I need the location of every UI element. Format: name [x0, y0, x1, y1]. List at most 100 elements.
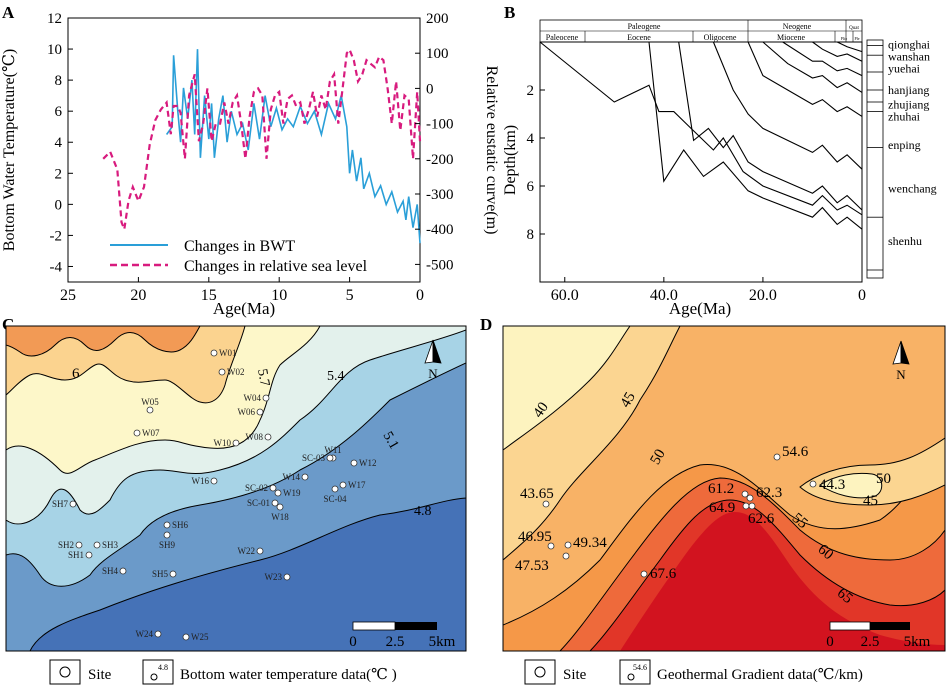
b-epoch-plio: Plio	[841, 36, 847, 41]
c-site-label: W05	[141, 397, 159, 407]
c-site-label: W02	[227, 367, 245, 377]
c-legend-data-box	[142, 659, 174, 685]
c-site-label: SH4	[102, 566, 119, 576]
c-site-marker	[271, 499, 279, 507]
c-site-marker	[256, 408, 264, 416]
a-ytick-label: 8	[55, 73, 63, 89]
d-site-marker	[547, 542, 555, 550]
c-site-label: W22	[238, 546, 256, 556]
c-contour-4-8: 4.8	[414, 504, 432, 519]
c-site-marker	[232, 439, 240, 447]
b-ytick-label: 8	[527, 227, 535, 243]
c-site-label: W07	[142, 428, 160, 438]
c-legend-data-label: Bottom water temperature data(℃ )	[180, 667, 397, 683]
c-site-label: SC-03	[302, 453, 326, 463]
a-y2tick-label: 0	[426, 81, 434, 97]
c-site-marker	[69, 500, 77, 508]
d-contour-45b: 45	[863, 493, 878, 509]
c-legend-site-symbol	[59, 666, 71, 678]
b-epoch-oligocene: Oligocene	[704, 33, 737, 42]
panel-letter-a: A	[2, 3, 15, 22]
c-site-label: W19	[283, 488, 301, 498]
panel-letter-b: B	[504, 3, 515, 22]
c-site-label: W18	[271, 512, 289, 522]
c-site-label: SH1	[68, 550, 84, 560]
a-xtick-label: 15	[201, 287, 217, 304]
d-scale-2-5: 2.5	[861, 634, 880, 650]
b-formation-label: wanshan	[888, 49, 930, 63]
c-site-marker	[182, 633, 190, 641]
c-north-label: N	[428, 366, 438, 381]
c-site-marker	[274, 489, 282, 497]
c-site-marker	[133, 429, 141, 437]
a-y2tick-label: -100	[426, 117, 454, 133]
a-y2label: Relative eustatic curve(m)	[483, 66, 500, 235]
c-site-marker	[163, 531, 171, 539]
a-legend-bwt-label: Changes in BWT	[184, 238, 295, 255]
d-legend-data-box	[619, 659, 651, 685]
d-site-marker	[562, 552, 570, 560]
c-legend-data-symbol	[150, 673, 158, 681]
d-site-marker	[773, 453, 781, 461]
c-site-label: W24	[136, 629, 154, 639]
a-legend-sea-label: Changes in relative sea level	[184, 258, 368, 275]
c-site-marker	[326, 454, 334, 462]
b-formation-label: wenchang	[888, 181, 937, 195]
d-site-marker	[542, 500, 550, 508]
c-legend-data-value: 4.8	[158, 663, 168, 672]
d-site-label: 47.53	[515, 558, 549, 574]
c-site-label: SH9	[159, 540, 176, 550]
d-contour-45: 45	[617, 390, 638, 411]
a-ytick-label: -4	[50, 259, 63, 275]
b-xtick-label: 20.0	[749, 287, 777, 304]
c-contour-6: 6	[72, 366, 80, 382]
b-period-neogene: Neogene	[783, 22, 812, 31]
a-xlabel: Age(Ma)	[213, 299, 275, 318]
d-site-label: 61.2	[708, 481, 734, 497]
a-ytick-label: 4	[55, 135, 63, 151]
c-site-marker	[169, 570, 177, 578]
a-y2tick-label: -300	[426, 187, 454, 203]
d-site-label: 62.3	[756, 485, 782, 501]
b-burial-curve	[836, 41, 863, 53]
b-burial-curve	[747, 41, 863, 117]
c-site-label: W10	[214, 438, 232, 448]
b-xtick-label: 40.0	[650, 287, 678, 304]
c-scale-2-5: 2.5	[386, 634, 405, 650]
panel-b: Paleogene Neogene Quat Paleocene Eocene …	[502, 19, 937, 318]
b-burial-curve	[782, 41, 863, 77]
c-site-label: W16	[192, 476, 210, 486]
panel-letter-d: D	[480, 315, 492, 334]
b-burial-curve	[648, 41, 863, 230]
c-contour-5-4: 5.4	[327, 369, 345, 384]
c-site-label: SH5	[152, 569, 169, 579]
d-north-arrow: N	[892, 340, 910, 382]
a-y2tick-label: -500	[426, 257, 454, 273]
d-north-label: N	[896, 367, 906, 382]
a-ylabel: Bottom Water Temperature(℃)	[1, 49, 18, 251]
a-xtick-label: 10	[271, 287, 287, 304]
a-ytick-label: 10	[47, 42, 62, 58]
c-site-label: W17	[348, 480, 366, 490]
panel-a: 25 20 15 10 5 0 -4 -2 0 2 4 6 8 10 12 200 100 0 -100 -200 -3…	[1, 11, 500, 318]
b-formation-label: enping	[888, 138, 921, 152]
c-site-label: W11	[324, 445, 341, 455]
c-site-label: SC-02	[245, 483, 268, 493]
d-scale-0: 0	[826, 634, 834, 650]
d-site-label: 49.34	[573, 535, 607, 551]
d-site-label: 54.6	[782, 444, 809, 460]
b-formation-label: yuehai	[888, 61, 921, 75]
c-legend-site-label: Site	[88, 667, 112, 683]
a-ytick-label: 0	[55, 197, 63, 213]
b-burial-curve	[812, 41, 863, 62]
c-site-marker	[283, 573, 291, 581]
b-formation-label: zhuhai	[888, 109, 921, 123]
a-y2tick-label: -400	[426, 222, 454, 238]
b-formation-label: zhujiang	[888, 97, 929, 111]
c-site-label: W14	[283, 472, 301, 482]
d-legend-data-label: Geothermal Gradient data(℃/km)	[657, 667, 863, 683]
c-north-arrow: N	[424, 339, 442, 381]
c-site-marker	[210, 477, 218, 485]
